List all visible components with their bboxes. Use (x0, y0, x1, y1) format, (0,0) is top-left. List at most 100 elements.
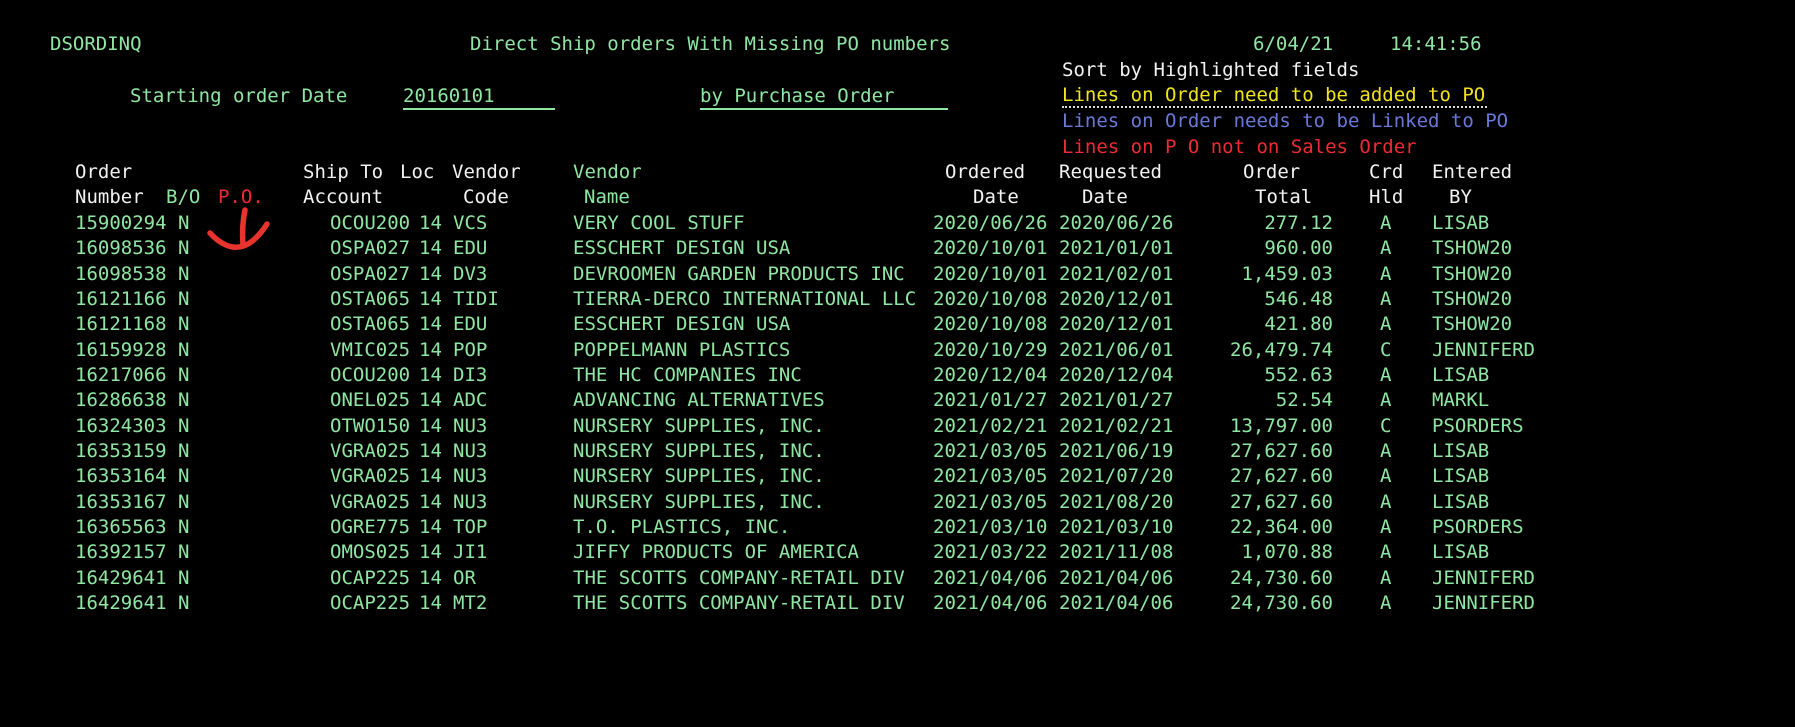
loc-cell: 14 (419, 490, 442, 513)
ship-to-account-cell: OSPA027 (330, 262, 411, 285)
backorder-cell: N (178, 364, 190, 387)
starting-order-date-field[interactable]: 20160101 (403, 85, 555, 110)
table-row: 16353159 N VGRA025 14 NU3 NURSERY SUPPLI… (0, 440, 1795, 465)
legend-not-on-sales-order: Lines on P O not on Sales Order (1062, 136, 1417, 158)
header-po: P.O. (218, 186, 264, 208)
ordered-date-cell: 2020/10/08 (933, 288, 1048, 311)
starting-order-date-label: Starting order Date (130, 85, 348, 107)
requested-date-cell: 2021/06/19 (1059, 440, 1174, 463)
vendor-name-cell: VERY COOL STUFF (573, 212, 745, 234)
order-number-cell: 16353167 (75, 490, 167, 513)
backorder-cell: N (178, 541, 190, 564)
vendor-name-cell: THE SCOTTS COMPANY-RETAIL DIV (573, 566, 905, 589)
backorder-cell: N (178, 414, 190, 437)
backorder-cell: N (178, 338, 190, 361)
ship-to-account-cell: OCAP225 (330, 566, 411, 589)
credit-hold-cell: A (1380, 592, 1392, 615)
table-row: 16121168 N OSTA065 14 EDU ESSCHERT DESIG… (0, 313, 1795, 338)
vendor-name-cell: ESSCHERT DESIGN USA (573, 237, 791, 260)
header-ordered-l1: Ordered (945, 161, 1026, 183)
ship-to-account-cell: VGRA025 (330, 440, 411, 463)
vendor-code-cell: TOP (453, 516, 488, 539)
loc-cell: 14 (419, 465, 442, 488)
ordered-date-cell: 2021/04/06 (933, 592, 1048, 615)
ship-to-account-cell: OSPA027 (330, 237, 411, 260)
table-row: 16365563 N OGRE775 14 TOP T.O. PLASTICS,… (0, 516, 1795, 541)
order-number-cell: 16353159 (75, 440, 167, 463)
order-total-cell: 1,070.88 (1241, 541, 1333, 564)
requested-date-cell: 2021/02/21 (1059, 414, 1174, 437)
header-requested-l1: Requested (1059, 161, 1162, 183)
vendor-name-cell: THE SCOTTS COMPANY-RETAIL DIV (573, 592, 905, 615)
ship-to-account-cell: ONEL025 (330, 389, 411, 412)
order-number-cell: 16098536 (75, 237, 167, 260)
entered-by-cell: LISAB (1432, 541, 1490, 564)
order-total-cell: 27,627.60 (1230, 490, 1333, 513)
header-total-l2: Total (1255, 186, 1313, 208)
sort-by-field[interactable]: by Purchase Order (700, 85, 948, 110)
backorder-cell: N (178, 237, 190, 260)
header-ordered-l2: Date (973, 186, 1019, 208)
order-number-cell: 16121166 (75, 288, 167, 311)
requested-date-cell: 2021/01/27 (1059, 389, 1174, 412)
entered-by-cell: TSHOW20 (1432, 313, 1513, 336)
requested-date-cell: 2020/12/01 (1059, 288, 1174, 311)
ordered-date-cell: 2021/03/05 (933, 440, 1048, 463)
backorder-cell: N (178, 465, 190, 488)
vendor-name-cell: POPPELMANN PLASTICS (573, 338, 791, 361)
credit-hold-cell: A (1380, 237, 1392, 260)
order-total-cell: 13,797.00 (1230, 414, 1333, 437)
order-number-cell: 16217066 (75, 364, 167, 387)
backorder-cell: N (178, 389, 190, 412)
backorder-cell: N (178, 516, 190, 539)
table-row: 16286638 N ONEL025 14 ADC ADVANCING ALTE… (0, 389, 1795, 414)
vendor-name-cell: THE HC COMPANIES INC (573, 364, 802, 387)
ship-to-account-cell: OCOU200 (330, 364, 411, 387)
vendor-code-cell: EDU (453, 313, 488, 336)
credit-hold-cell: A (1380, 389, 1392, 412)
vendor-code-cell: NU3 (453, 414, 488, 437)
ordered-date-cell: 2020/10/01 (933, 237, 1048, 260)
vendor-name-cell: JIFFY PRODUCTS OF AMERICA (573, 541, 859, 564)
ship-to-account-cell: OSTA065 (330, 288, 411, 311)
legend-dotted-underline (1062, 106, 1487, 108)
credit-hold-cell: A (1380, 288, 1392, 311)
table-row: 16429641 N OCAP225 14 OR THE SCOTTS COMP… (0, 567, 1795, 592)
header-total-l1: Order (1243, 161, 1301, 183)
requested-date-cell: 2021/02/01 (1059, 262, 1174, 285)
credit-hold-cell: A (1380, 313, 1392, 336)
table-row: 16392157 N OMOS025 14 JI1 JIFFY PRODUCTS… (0, 541, 1795, 566)
ordered-date-cell: 2020/10/08 (933, 313, 1048, 336)
order-number-cell: 15900294 (75, 212, 167, 234)
header-ship-to-l1: Ship To (303, 161, 384, 183)
requested-date-cell: 2020/12/04 (1059, 364, 1174, 387)
order-total-cell: 1,459.03 (1241, 262, 1333, 285)
credit-hold-cell: A (1380, 541, 1392, 564)
table-row: 16429641 N OCAP225 14 MT2 THE SCOTTS COM… (0, 592, 1795, 617)
order-number-cell: 16098538 (75, 262, 167, 285)
ship-to-account-cell: OMOS025 (330, 541, 411, 564)
requested-date-cell: 2020/06/26 (1059, 212, 1174, 234)
table-row: 16098538 N OSPA027 14 DV3 DEVROOMEN GARD… (0, 263, 1795, 288)
ship-to-account-cell: OSTA065 (330, 313, 411, 336)
backorder-cell: N (178, 262, 190, 285)
entered-by-cell: LISAB (1432, 212, 1490, 234)
backorder-cell: N (178, 566, 190, 589)
header-crd-l2: Hld (1369, 186, 1404, 208)
vendor-name-cell: DEVROOMEN GARDEN PRODUCTS INC (573, 262, 905, 285)
vendor-name-cell: NURSERY SUPPLIES, INC. (573, 490, 825, 513)
ordered-date-cell: 2021/03/05 (933, 490, 1048, 513)
entered-by-cell: TSHOW20 (1432, 288, 1513, 311)
loc-cell: 14 (419, 516, 442, 539)
loc-cell: 14 (419, 566, 442, 589)
backorder-cell: N (178, 490, 190, 513)
vendor-code-cell: OR (453, 566, 476, 589)
ordered-date-cell: 2021/02/21 (933, 414, 1048, 437)
ordered-date-cell: 2021/03/22 (933, 541, 1048, 564)
vendor-name-cell: ADVANCING ALTERNATIVES (573, 389, 825, 412)
order-total-cell: 277.12 (1264, 212, 1333, 234)
loc-cell: 14 (419, 237, 442, 260)
vendor-code-cell: TIDI (453, 288, 499, 311)
header-ship-to-l2: Account (303, 186, 384, 208)
backorder-cell: N (178, 288, 190, 311)
